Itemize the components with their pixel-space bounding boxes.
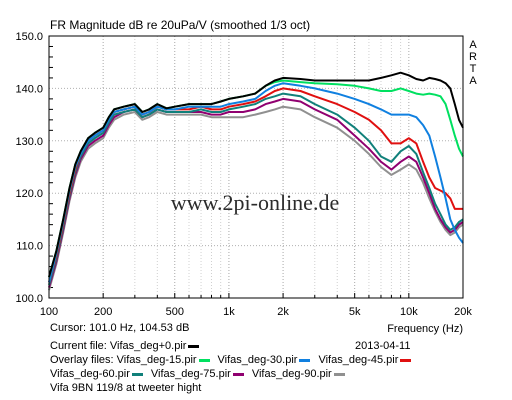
chart-title: FR Magnitude dB re 20uPa/V (smoothed 1/3… — [50, 18, 310, 32]
note-text: Vifa 9BN 119/8 at tweeter hight — [50, 382, 202, 394]
overlay-swatch-15 — [198, 358, 210, 362]
overlay-label: Overlay files: — [50, 354, 114, 366]
overlay-row-2: Vifas_deg-60.pir Vifas_deg-75.pir Vifas_de… — [50, 368, 353, 381]
series-lines — [48, 71, 464, 291]
y-tick-label: 100.0 — [15, 293, 43, 305]
x-tick-label: 5k — [349, 306, 361, 318]
overlay-swatch-90 — [333, 372, 345, 376]
y-tick-label: 120.0 — [15, 188, 43, 200]
overlay-swatch-75 — [232, 372, 244, 376]
cursor-readout: Cursor: 101.0 Hz, 104.53 dB — [50, 322, 190, 334]
x-tick-label: 100 — [40, 306, 58, 318]
series-line — [48, 97, 464, 288]
overlay-swatch-60 — [131, 372, 143, 376]
x-tick-label: 500 — [166, 306, 184, 318]
overlay-file-90: Vifas_deg-90.pir — [251, 368, 332, 380]
arta-letter: R — [469, 51, 477, 63]
arta-letter: T — [470, 63, 477, 75]
overlay-file-30: Vifas_deg-30.pir — [217, 354, 298, 366]
y-tick-label: 110.0 — [16, 241, 43, 253]
grid-lines — [48, 35, 464, 299]
overlay-swatch-30 — [299, 358, 311, 362]
series-line — [48, 105, 464, 291]
y-tick-label: 130.0 — [15, 136, 43, 148]
series-line — [48, 82, 464, 283]
series-line — [48, 71, 464, 278]
arta-letter: A — [469, 75, 477, 87]
x-axis-label: Frequency (Hz) — [387, 323, 463, 335]
plot-frame — [48, 35, 464, 299]
date-label: 2013-04-11 — [355, 340, 411, 352]
x-tick-labels: 100 200 500 1k 2k 5k 10k 20k — [40, 306, 473, 318]
y-tick-label: 150.0 — [15, 31, 43, 43]
x-tick-label: 1k — [223, 306, 235, 318]
arta-letter: A — [469, 39, 477, 51]
x-tick-label: 2k — [277, 306, 289, 318]
current-file-row: Current file: Vifas_deg+0.pir — [50, 340, 207, 353]
overlay-file-75: Vifas_deg-75.pir — [150, 368, 231, 380]
watermark-text: www.2pi-online.de — [171, 190, 339, 215]
y-tick-labels: 100.0 110.0 120.0 130.0 140.0 150.0 — [15, 31, 43, 305]
overlay-file-45: Vifas_deg-45.pir — [318, 354, 399, 366]
x-tick-label: 200 — [94, 306, 112, 318]
x-tick-label: 10k — [400, 306, 418, 318]
series-line — [48, 92, 464, 286]
overlay-row-1: Overlay files: Vifas_deg-15.pir Vifas_deg… — [50, 354, 419, 367]
x-tick-label: 20k — [454, 306, 472, 318]
overlay-file-15: Vifas_deg-15.pir — [116, 354, 197, 366]
overlay-swatch-45 — [400, 358, 412, 362]
overlay-file-60: Vifas_deg-60.pir — [50, 368, 130, 380]
y-tick-label: 140.0 — [15, 83, 43, 95]
current-file-swatch — [188, 344, 200, 348]
current-file-label: Current file: Vifas_deg+0.pir — [50, 340, 187, 352]
